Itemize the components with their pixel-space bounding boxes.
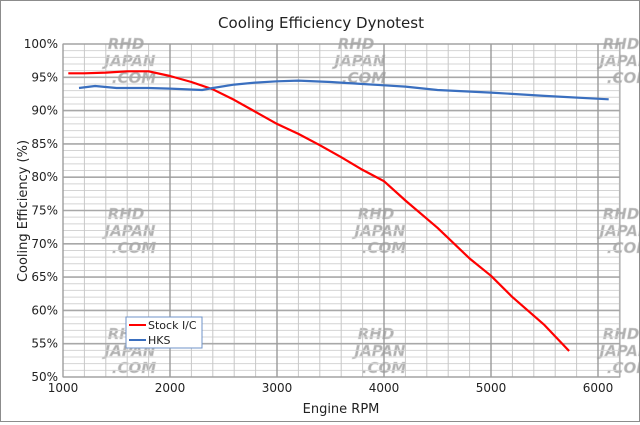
watermark-text: .COM	[112, 359, 156, 377]
watermark-text: JAPAN	[597, 52, 639, 70]
y-tick-label: 85%	[31, 137, 58, 151]
x-tick-label: 5000	[476, 381, 507, 395]
y-tick-label: 90%	[31, 104, 58, 118]
x-tick-label: 3000	[262, 381, 293, 395]
watermark-text: .COM	[607, 239, 639, 257]
x-axis-label: Engine RPM	[303, 402, 380, 417]
y-tick-label: 100%	[24, 37, 58, 51]
y-axis-label: Cooling Efficiency (%)	[16, 140, 31, 282]
y-tick-label: 75%	[31, 204, 58, 218]
y-tick-label: 95%	[31, 70, 58, 84]
legend-label-hks: HKS	[148, 334, 170, 347]
y-tick-label: 70%	[31, 237, 58, 251]
watermark-text: .COM	[607, 69, 639, 87]
watermark-text: JAPAN	[597, 342, 639, 360]
x-tick-label: 6000	[583, 381, 614, 395]
watermark-text: RHD	[603, 205, 639, 223]
watermark-text: .COM	[112, 239, 156, 257]
x-tick-label: 2000	[155, 381, 186, 395]
plot-border	[62, 43, 621, 378]
y-tick-label: 80%	[31, 170, 58, 184]
watermark-text: JAPAN	[352, 222, 406, 240]
x-tick-label: 4000	[369, 381, 400, 395]
watermark-text: RHD	[603, 325, 639, 343]
y-tick-label: 60%	[31, 303, 58, 317]
y-tick-label: 55%	[31, 337, 58, 351]
watermark-text: JAPAN	[102, 52, 156, 70]
x-tick-label: 1000	[48, 381, 79, 395]
x-tick-labels: 1000 2000 3000 4000 5000 6000	[48, 381, 614, 395]
watermark-text: JAPAN	[102, 222, 156, 240]
watermark-text: JAPAN	[597, 222, 639, 240]
watermark-text: RHD	[603, 35, 639, 53]
series-layer	[68, 70, 609, 352]
legend-box	[125, 316, 203, 349]
watermark-text: JAPAN	[352, 342, 406, 360]
y-tick-labels: 50% 55% 60% 65% 70% 75% 80% 85% 90% 95% 100%	[24, 37, 58, 384]
watermark-text: RHD	[358, 325, 395, 343]
chart-title: Cooling Efficiency Dynotest	[218, 14, 424, 32]
series-line-hks	[78, 79, 609, 101]
legend-label-stock: Stock I/C	[148, 319, 197, 332]
watermark-text: JAPAN	[332, 52, 386, 70]
y-tick-label: 50%	[31, 370, 58, 384]
watermark-text: RHD	[358, 205, 395, 223]
watermark-text: RHD	[108, 205, 145, 223]
legend: Stock I/C HKS	[125, 316, 203, 349]
watermark-text: .COM	[607, 359, 639, 377]
y-tick-label: 65%	[31, 270, 58, 284]
series-line-stock-i-c	[68, 70, 570, 352]
